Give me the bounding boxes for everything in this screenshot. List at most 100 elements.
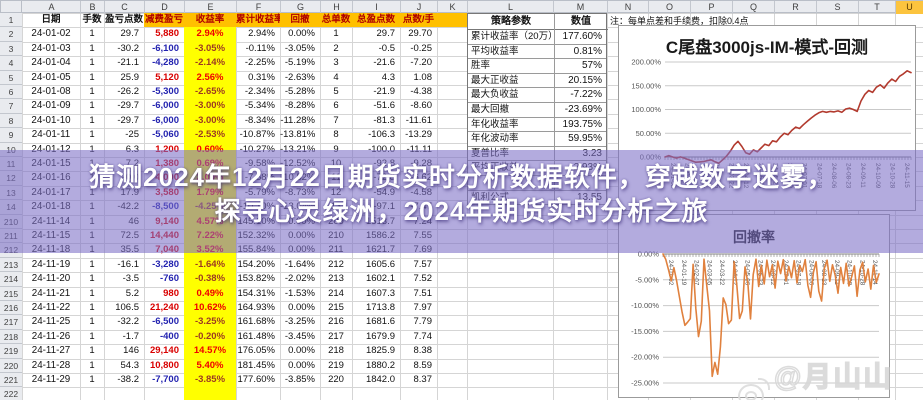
cell[interactable]: 24-01-04 (31, 57, 71, 69)
cell[interactable]: -0.38% (194, 273, 226, 285)
cell[interactable]: 1 (89, 302, 95, 313)
cell[interactable]: 0.00% (288, 359, 315, 371)
row-number-7[interactable]: 7 (0, 99, 22, 114)
strategy-row[interactable]: 年化收益率 193.75% (468, 118, 606, 133)
select-all-corner[interactable] (0, 0, 22, 13)
cell[interactable]: 212 (328, 258, 344, 270)
cell[interactable]: 24-01-09 (31, 100, 71, 112)
cell[interactable]: 154.31% (237, 287, 275, 299)
row-number-3[interactable]: 3 (0, 41, 22, 57)
cell[interactable]: -4,280 (152, 57, 179, 69)
cell[interactable]: -5,300 (152, 86, 179, 97)
cell[interactable]: -1.7 (122, 330, 139, 342)
cell[interactable]: 24-11-28 (31, 359, 71, 371)
row-number-222[interactable]: 222 (0, 387, 22, 400)
cell[interactable]: -2.65% (194, 86, 226, 97)
cell[interactable]: -21.9 (373, 86, 395, 97)
column-header[interactable]: 手数 (82, 14, 102, 25)
cell[interactable]: 29.7 (120, 28, 140, 40)
cell[interactable]: -81.3 (373, 114, 395, 126)
column-letter-D[interactable]: D (145, 1, 185, 14)
cell[interactable]: 6 (333, 100, 339, 112)
cell[interactable]: 24-11-22 (31, 302, 71, 313)
cell[interactable]: 7 (333, 114, 339, 126)
cell[interactable]: -32.2 (117, 316, 139, 328)
strategy-row[interactable]: 胜率 57% (468, 59, 606, 74)
cell[interactable]: -0.20% (194, 330, 226, 342)
row-number-2[interactable]: 2 (0, 27, 22, 42)
cell[interactable]: 2.94% (248, 28, 275, 40)
cell[interactable]: 24-11-19 (31, 258, 71, 270)
row-number-8[interactable]: 8 (0, 113, 22, 129)
column-letter-A[interactable]: A (23, 1, 81, 14)
cell[interactable]: -6,000 (152, 114, 179, 126)
cell[interactable]: 1607.3 (365, 287, 395, 299)
row-number-217[interactable]: 217 (0, 315, 22, 330)
cell[interactable]: -3.45% (284, 330, 315, 342)
cell[interactable]: 1842.0 (365, 374, 395, 385)
cell[interactable]: 24-11-29 (31, 374, 71, 385)
cell[interactable]: 7.97 (413, 302, 433, 313)
cell[interactable]: -6,500 (152, 316, 179, 328)
column-letter-F[interactable]: F (237, 1, 281, 14)
cell[interactable]: 4.3 (381, 71, 395, 83)
cell[interactable]: -5,060 (152, 129, 179, 141)
cell[interactable]: 146 (123, 345, 139, 357)
cell[interactable]: 7.52 (413, 273, 433, 285)
cell[interactable]: 1 (89, 374, 95, 385)
cell[interactable]: 24-11-26 (31, 330, 71, 342)
cell[interactable]: -760 (159, 273, 179, 285)
cell[interactable]: 2 (333, 42, 339, 54)
strategy-row[interactable]: 平均收益率 0.81% (468, 45, 606, 60)
cell[interactable]: -11.11 (400, 143, 432, 157)
cell[interactable]: 1713.8 (365, 302, 395, 313)
cell[interactable]: -1.64% (284, 258, 315, 270)
cell[interactable]: 7.57 (413, 258, 433, 270)
cell[interactable]: 24-01-03 (31, 42, 71, 54)
row-number-5[interactable]: 5 (0, 70, 22, 85)
cell[interactable]: 24-01-05 (31, 71, 71, 83)
cell[interactable]: -11.61 (405, 114, 432, 126)
cell[interactable]: 24-11-27 (31, 345, 71, 357)
cell[interactable]: 1602.1 (365, 273, 395, 285)
cell[interactable]: -4.38 (410, 86, 432, 97)
cell[interactable]: 29.70 (408, 28, 432, 40)
cell[interactable]: -5.28% (284, 86, 315, 97)
cell[interactable]: 1 (89, 114, 95, 126)
row-number-219[interactable]: 219 (0, 344, 22, 359)
cell[interactable]: 1 (89, 129, 95, 141)
cell[interactable]: -3.05% (284, 42, 315, 54)
cell[interactable]: 1,200 (144, 143, 179, 157)
column-letter-C[interactable]: C (105, 1, 145, 14)
cell[interactable]: -30.2 (117, 42, 139, 54)
cell[interactable]: 7.79 (413, 316, 433, 328)
cell[interactable]: 14.57% (193, 345, 227, 357)
cell[interactable]: 214 (328, 287, 344, 299)
cell[interactable]: -8.60 (410, 100, 432, 112)
cell[interactable]: -6,000 (152, 100, 179, 112)
cell[interactable]: -3.25% (194, 316, 226, 328)
column-header[interactable]: 总盈点数 (356, 14, 395, 25)
cell[interactable]: 8.37 (413, 374, 433, 385)
column-header[interactable]: 日期 (41, 14, 61, 25)
cell[interactable]: 21,240 (149, 302, 179, 313)
cell[interactable]: 1 (80, 143, 104, 157)
cell[interactable]: 1 (89, 86, 95, 97)
cell[interactable]: 5.40% (196, 359, 224, 371)
cell[interactable]: 164.93% (237, 302, 275, 313)
cell[interactable]: -3.05% (194, 42, 226, 54)
cell[interactable]: -2.14% (194, 57, 226, 69)
cell[interactable]: -13.29 (405, 129, 432, 141)
column-letter-N[interactable]: N (608, 1, 649, 14)
column-letter-I[interactable]: I (353, 1, 401, 14)
strategy-row[interactable]: 最大回撤 -23.69% (468, 103, 606, 118)
cell[interactable]: -3.25% (284, 316, 315, 328)
cell[interactable]: 24-11-20 (31, 273, 71, 285)
cell[interactable]: -8.28% (284, 100, 315, 112)
cell[interactable]: 5.2 (125, 287, 139, 299)
column-header[interactable]: 点数/手 (402, 14, 435, 25)
cell[interactable]: 0.31% (248, 71, 275, 83)
column-letter-T[interactable]: T (859, 1, 896, 14)
cell[interactable]: -2.34% (244, 86, 275, 97)
cell[interactable]: -1.64% (194, 258, 226, 270)
